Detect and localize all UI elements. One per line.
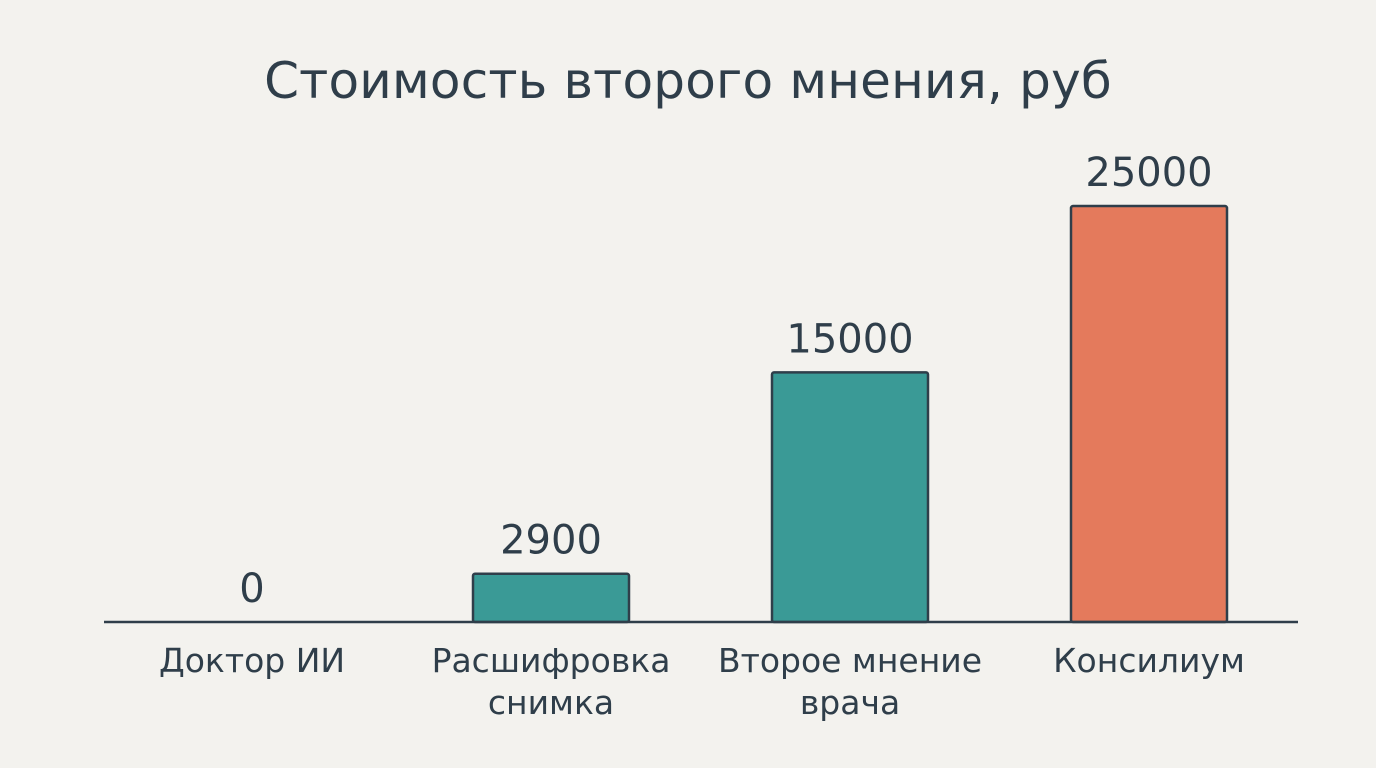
- value-labels-layer: 0 2900 15000 25000: [239, 150, 1212, 612]
- bar-3: [770, 371, 930, 624]
- value-label-3: 15000: [786, 316, 913, 362]
- value-label-4: 25000: [1085, 150, 1212, 196]
- category-label-2-line-2: снимка: [488, 683, 614, 722]
- chart-title: Стоимость второго мнения, руб: [264, 52, 1112, 110]
- category-label-3-line-2: врача: [800, 683, 900, 722]
- bar-2: [471, 572, 631, 624]
- value-label-2: 2900: [500, 518, 602, 564]
- bars-layer: [471, 204, 1229, 624]
- category-label-4-line-1: Консилиум: [1053, 641, 1245, 680]
- category-label-1-line-1: Доктор ИИ: [159, 641, 345, 680]
- bar-4: [1069, 204, 1229, 624]
- category-label-2-line-1: Расшифровка: [432, 641, 671, 680]
- category-label-3-line-1: Второе мнение: [718, 641, 982, 680]
- value-label-1: 0: [239, 566, 264, 612]
